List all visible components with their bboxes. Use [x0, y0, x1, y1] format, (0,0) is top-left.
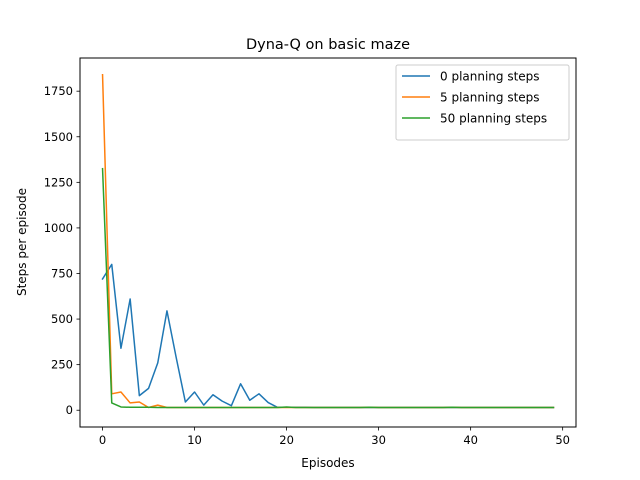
y-tick-label: 0 [66, 403, 73, 417]
y-axis-ticks: 0 250 500 750 1000 1250 1500 1750 [44, 84, 80, 417]
x-axis-label: Episodes [301, 456, 354, 470]
x-tick-label: 0 [99, 433, 106, 447]
legend: 0 planning steps 5 planning steps 50 plann… [395, 64, 570, 141]
x-tick-label: 50 [555, 433, 570, 447]
y-axis-label: Steps per episode [15, 188, 29, 296]
series-line-0 [101, 263, 555, 409]
y-tick-label: 500 [51, 312, 73, 326]
series-layer [101, 73, 555, 409]
legend-box [395, 64, 570, 141]
y-tick-label: 1250 [44, 175, 73, 189]
x-tick-label: 30 [371, 433, 386, 447]
chart-title: Dyna-Q on basic maze [246, 37, 410, 53]
x-tick-label: 40 [463, 433, 478, 447]
x-tick-label: 20 [279, 433, 294, 447]
y-tick-label: 1750 [44, 84, 73, 98]
legend-label: 5 planning steps [440, 91, 540, 105]
series-line-2 [101, 167, 555, 409]
y-tick-label: 1000 [44, 221, 73, 235]
y-tick-label: 1500 [44, 130, 73, 144]
plot-frame [79, 57, 577, 428]
legend-label: 0 planning steps [440, 70, 540, 84]
legend-label: 50 planning steps [440, 112, 547, 126]
y-tick-label: 250 [51, 358, 73, 372]
y-tick-label: 750 [51, 266, 73, 280]
x-tick-label: 10 [187, 433, 202, 447]
x-axis-ticks: 0 10 20 30 40 50 [99, 427, 570, 447]
